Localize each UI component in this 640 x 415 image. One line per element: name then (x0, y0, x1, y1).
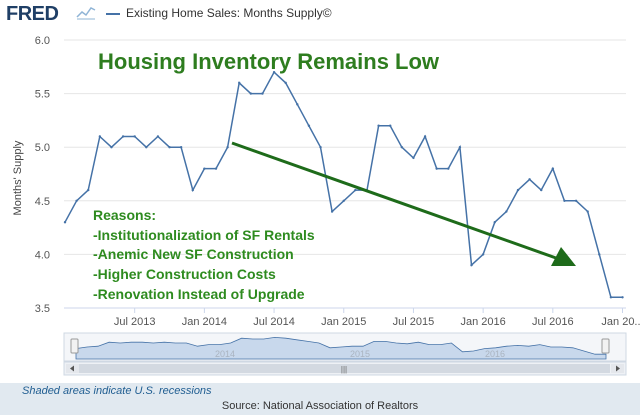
y-tick-label: 4.5 (35, 196, 50, 208)
legend-label: Existing Home Sales: Months Supply© (126, 6, 332, 20)
data-point[interactable] (528, 178, 531, 181)
reasons-line: -Anemic New SF Construction (93, 246, 294, 262)
chart-background (0, 28, 640, 383)
x-tick-label: Jul 2015 (393, 316, 435, 328)
y-tick-label: 5.0 (35, 142, 50, 154)
scroll-thumb[interactable] (79, 364, 610, 373)
data-point[interactable] (98, 135, 102, 138)
data-point[interactable] (63, 221, 67, 224)
y-tick-label: 5.5 (35, 89, 50, 101)
source-note: Source: National Association of Realtors (221, 400, 419, 412)
data-point[interactable] (296, 103, 299, 106)
chart-header: FRED Existing Home Sales: Months Supply© (0, 0, 640, 28)
x-axis-ticks: Jul 2013 Jan 2014 Jul 2014 Jan 2015 Jul 2015… (64, 307, 640, 328)
data-point[interactable] (598, 253, 601, 256)
data-point[interactable] (168, 146, 171, 149)
data-point[interactable] (145, 146, 148, 149)
navigator-left-handle[interactable] (70, 338, 79, 354)
data-point[interactable] (249, 92, 253, 95)
reasons-line: -Higher Construction Costs (93, 266, 276, 282)
data-point[interactable] (423, 135, 427, 138)
navigator-year-label: 2015 (350, 349, 370, 359)
navigator-right-handle[interactable] (601, 338, 610, 354)
data-point[interactable] (87, 188, 90, 192)
data-point[interactable] (121, 135, 125, 138)
navigator-scrollbar[interactable]: ||| (63, 361, 627, 376)
data-point[interactable] (272, 70, 276, 74)
navigator-series (75, 336, 607, 360)
x-tick-label: Jan 2014 (182, 316, 227, 328)
data-point[interactable] (563, 199, 566, 202)
x-tick-label: Jul 2016 (532, 316, 574, 328)
x-tick-label: Jul 2014 (253, 316, 295, 328)
x-tick-label: Jan 20... (601, 316, 640, 328)
grip-icon: ||| (341, 365, 347, 374)
line-chart: 3.54.04.55.05.56.0 Jul 2013 Jan 2014 Jul 2… (0, 28, 640, 383)
y-tick-label: 4.0 (35, 249, 50, 261)
data-point[interactable] (435, 167, 438, 170)
data-point[interactable] (505, 210, 508, 213)
reasons-line: -Renovation Instead of Upgrade (93, 286, 305, 302)
reasons-line: Reasons: (93, 207, 156, 223)
trend-arrow (231, 141, 576, 266)
data-point[interactable] (400, 146, 404, 149)
data-point[interactable] (551, 167, 555, 170)
data-point[interactable] (319, 146, 322, 149)
data-point[interactable] (261, 92, 264, 95)
chevron-right-icon (616, 365, 620, 372)
data-point[interactable] (377, 124, 380, 127)
data-point[interactable] (470, 263, 473, 267)
data-point[interactable] (133, 135, 136, 138)
data-point[interactable] (586, 210, 589, 213)
data-point[interactable] (330, 210, 334, 213)
data-point[interactable] (75, 199, 78, 202)
data-point[interactable] (516, 188, 520, 192)
data-point[interactable] (540, 188, 543, 192)
data-point[interactable] (389, 124, 392, 127)
reasons-line: -Institutionalization of SF Rentals (93, 227, 315, 243)
data-point[interactable] (238, 81, 241, 85)
series-layer (63, 70, 624, 299)
recession-note: Shaded areas indicate U.S. recessions (22, 385, 212, 397)
data-point[interactable] (179, 146, 183, 149)
range-navigator[interactable]: 2014 2015 2016 (63, 332, 627, 362)
fred-graph-icon (76, 4, 96, 20)
data-point[interactable] (481, 253, 485, 256)
y-tick-label: 3.5 (35, 303, 50, 315)
x-tick-label: Jul 2013 (114, 316, 156, 328)
headline-annotation: Housing Inventory Remains Low (98, 49, 440, 74)
data-point[interactable] (354, 188, 357, 192)
chevron-left-icon (70, 365, 74, 372)
data-point[interactable] (493, 221, 496, 224)
data-point[interactable] (110, 146, 113, 149)
data-point[interactable] (342, 199, 345, 202)
y-axis-label: Months' Supply (12, 140, 24, 215)
data-point[interactable] (156, 135, 160, 138)
reasons-annotation: Reasons: -Institutionalization of SF Ren… (93, 207, 315, 302)
navigator-year-label: 2014 (215, 349, 235, 359)
data-point[interactable] (214, 167, 218, 170)
fred-logo[interactable]: FRED (6, 3, 59, 25)
x-tick-label: Jan 2016 (461, 316, 506, 328)
data-point[interactable] (458, 146, 462, 149)
data-point[interactable] (191, 188, 194, 192)
navigator-year-label: 2016 (485, 349, 505, 359)
data-point[interactable] (203, 167, 206, 170)
y-axis-ticks: 3.5 4.0 4.5 5.0 5.5 6.0 (35, 35, 50, 315)
y-tick-label: 6.0 (35, 35, 50, 47)
data-point[interactable] (609, 296, 613, 299)
legend-swatch (106, 13, 120, 15)
data-point[interactable] (621, 296, 624, 299)
data-point[interactable] (574, 199, 578, 202)
data-point[interactable] (412, 156, 415, 160)
data-point[interactable] (447, 167, 450, 170)
data-point[interactable] (226, 146, 229, 149)
data-point[interactable] (284, 81, 287, 85)
data-point[interactable] (307, 124, 311, 127)
x-tick-label: Jan 2015 (321, 316, 366, 328)
